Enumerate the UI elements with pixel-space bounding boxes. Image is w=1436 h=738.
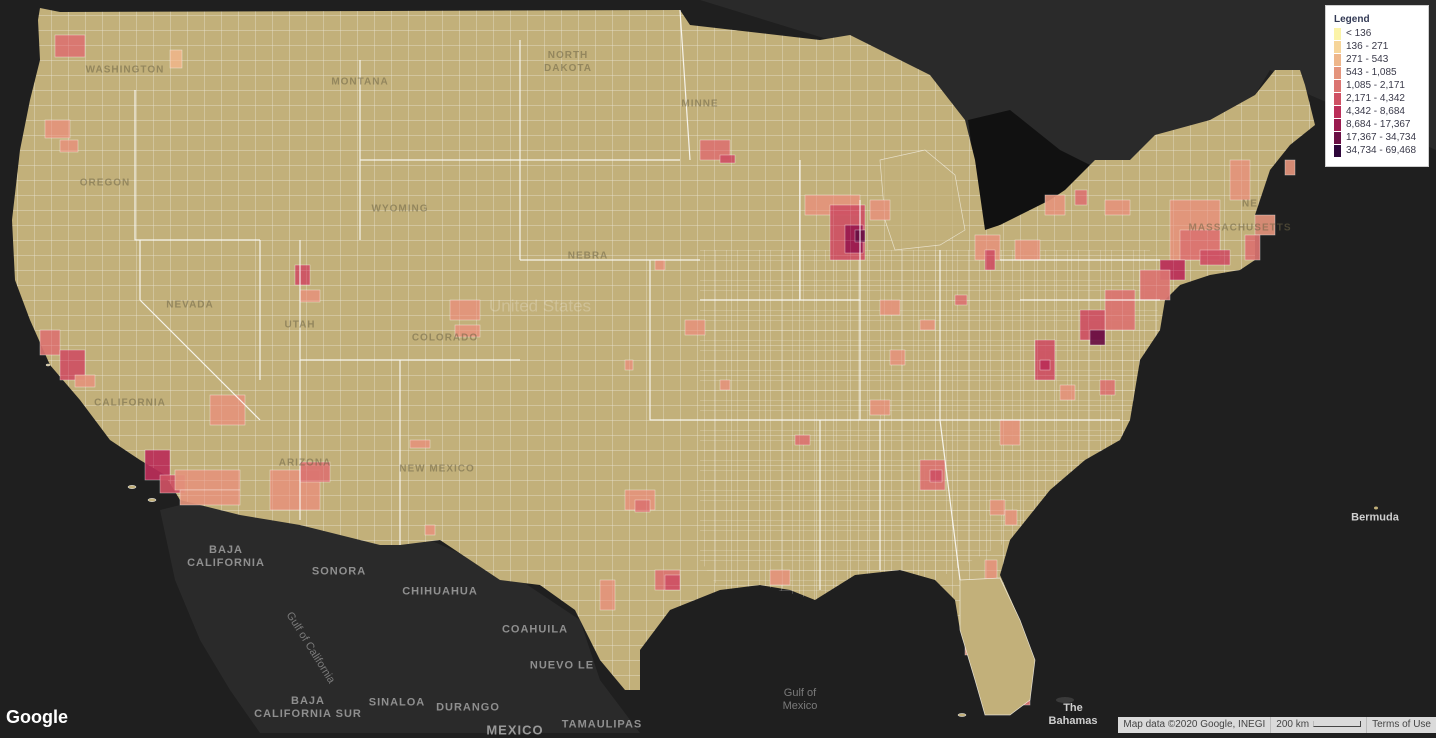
legend-label: 1,085 - 2,171 [1346,80,1405,91]
legend-item: 34,734 - 69,468 [1334,144,1422,157]
legend-label: 271 - 543 [1346,54,1389,65]
legend-item: 8,684 - 17,367 [1334,118,1422,131]
legend-item: 1,085 - 2,171 [1334,79,1422,92]
legend-label: 17,367 - 34,734 [1346,132,1417,143]
legend-label: 136 - 271 [1346,41,1389,52]
legend-label: 2,171 - 4,342 [1346,93,1405,104]
legend-swatch [1334,92,1341,105]
county-73[interactable] [1284,159,1296,176]
legend-swatch [1334,131,1341,144]
bermuda-island [1374,506,1378,510]
florida [959,577,1036,716]
legend-swatch [1334,79,1341,92]
legend-item: 2,171 - 4,342 [1334,92,1422,105]
legend-item: 4,342 - 8,684 [1334,105,1422,118]
map-legend: Legend < 136 136 - 271 271 - 543 543 - 1,08… [1325,5,1429,167]
legend-label: 8,684 - 17,367 [1346,119,1411,130]
map-data-credit[interactable]: Map data ©2020 Google, INEGI [1123,719,1266,730]
bahamas-islands [1056,697,1074,703]
legend-swatch [1334,27,1341,40]
terms-of-use-link[interactable]: Terms of Use [1366,717,1436,733]
legend-item: 271 - 543 [1334,53,1422,66]
legend-swatch [1334,105,1341,118]
legend-swatch [1334,118,1341,131]
legend-title: Legend [1334,14,1370,25]
legend-label: < 136 [1346,28,1372,39]
legend-label: 34,734 - 69,468 [1346,145,1417,156]
map-scale[interactable]: 200 km [1270,717,1366,733]
county-grid-overlay [12,8,1315,715]
legend-swatch [1334,40,1341,53]
legend-swatch [1334,66,1341,79]
canada-landmass [0,0,1436,210]
legend-swatch [1334,53,1341,66]
legend-swatch [1334,144,1341,157]
legend-label: 543 - 1,085 [1346,67,1397,78]
scale-bar [1313,721,1362,728]
state-borders [134,9,1160,590]
county-hotspots [12,8,1315,715]
legend-item: 136 - 271 [1334,40,1422,53]
legend-item: < 136 [1334,27,1422,40]
great-lakes [965,110,1100,235]
legend-label: 4,342 - 8,684 [1346,106,1405,117]
us-counties-layer [12,8,1315,716]
legend-item: 543 - 1,085 [1334,66,1422,79]
google-logo: Google [6,707,68,727]
legend-items: < 136 136 - 271 271 - 543 543 - 1,085 1,085 … [1334,27,1422,157]
county-71[interactable] [1254,214,1276,236]
map-attribution: Map data ©2020 Google, INEGI 200 km Term… [1118,717,1436,733]
legend-item: 17,367 - 34,734 [1334,131,1422,144]
scale-label: 200 km [1276,719,1310,730]
mexico-landmass [160,500,640,733]
